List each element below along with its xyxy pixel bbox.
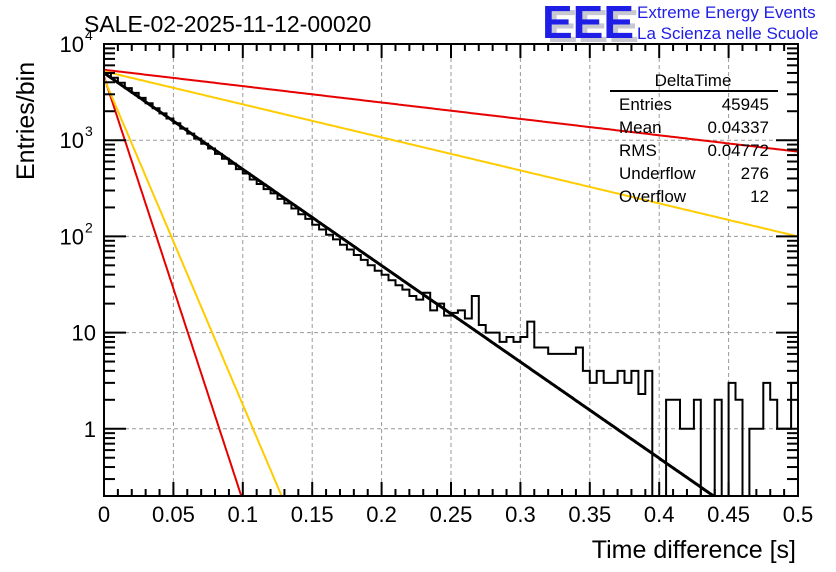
y-tick-label: 10 [60, 32, 84, 57]
x-tick-label: 0.2 [366, 502, 397, 527]
chart-title: SALE-02-2025-11-12-00020 [84, 11, 371, 37]
stats-value: 0.04337 [708, 118, 769, 137]
x-tick-label: 0.35 [568, 502, 611, 527]
stats-label: RMS [619, 141, 657, 160]
x-tick-label: 0 [98, 502, 110, 527]
logo: EEE EEE Extreme Energy Events La Scienza… [542, 0, 818, 52]
axis-ticks [103, 43, 799, 497]
logo-line1: Extreme Energy Events [637, 3, 816, 22]
x-tick-label: 0.25 [430, 502, 473, 527]
y-tick-label: 1 [84, 417, 96, 442]
stats-label: Mean [619, 118, 662, 137]
x-tick-label: 0.5 [783, 502, 814, 527]
stats-label: Entries [619, 95, 672, 114]
x-tick-label: 0.3 [505, 502, 536, 527]
curve-yellow-shallow [104, 70, 798, 238]
logo-letters-front: EEE [542, 0, 634, 48]
x-tick-label: 0.05 [152, 502, 195, 527]
histogram [104, 72, 798, 496]
stats-value: 276 [741, 164, 769, 183]
x-tick-label: 0.45 [707, 502, 750, 527]
stats-title: DeltaTime [655, 71, 732, 90]
y-tick-label: 10 [72, 321, 96, 346]
x-tick-label: 0.1 [228, 502, 259, 527]
curve-red-steep [104, 76, 243, 496]
x-tick-label: 0.15 [291, 502, 334, 527]
stats-value: 45945 [722, 95, 769, 114]
y-axis-label: Entries/bin [12, 62, 40, 180]
stats-value: 0.04772 [708, 141, 769, 160]
x-axis-label: Time difference [s] [592, 536, 796, 564]
logo-line2: La Scienza nelle Scuole [637, 24, 818, 43]
y-tick-exponent: 2 [85, 219, 93, 235]
x-tick-labels: 0 0.05 0.1 0.15 0.2 0.25 0.3 0.35 0.4 0.45 0.5 [98, 502, 813, 527]
y-tick-exponent: 4 [85, 27, 93, 43]
y-tick-exponent: 3 [85, 123, 93, 139]
stats-box: DeltaTime Entries 45945 Mean 0.04337 RMS 0.04… [610, 71, 778, 206]
stats-label: Underflow [619, 164, 696, 183]
curve-red-shallow [104, 68, 798, 153]
y-tick-label: 10 [60, 224, 84, 249]
logo-letters: EEE [547, 0, 639, 52]
curve-yellow-steep [104, 77, 283, 496]
histogram-outline [104, 72, 798, 496]
stats-value: 12 [750, 187, 769, 206]
x-tick-label: 0.4 [644, 502, 675, 527]
y-tick-label: 10 [60, 128, 84, 153]
stats-label: Overflow [619, 187, 687, 206]
